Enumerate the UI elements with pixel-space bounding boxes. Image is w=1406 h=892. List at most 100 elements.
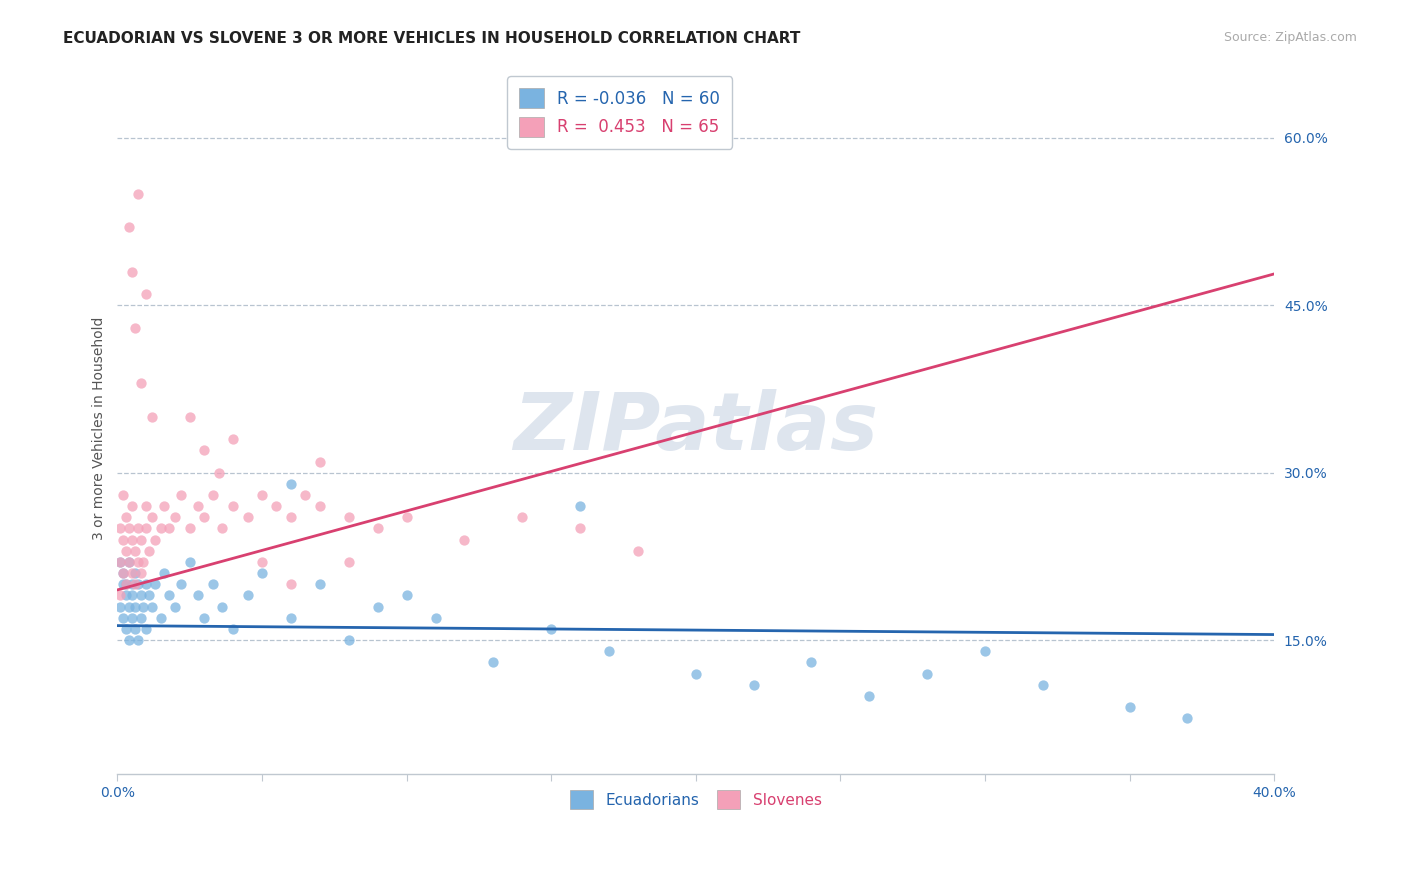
Point [179, 409, 201, 424]
Point [132, 555, 155, 569]
Point [124, 544, 146, 558]
Point [367, 599, 389, 614]
Point [222, 432, 245, 446]
Point [187, 499, 209, 513]
Point [118, 555, 141, 569]
Point [152, 499, 174, 513]
Point [127, 633, 149, 648]
Point [138, 544, 160, 558]
Point [179, 521, 201, 535]
Point [141, 599, 163, 614]
Point [540, 622, 562, 636]
Point [152, 566, 174, 581]
Point [110, 555, 132, 569]
Point [170, 488, 193, 502]
Text: ZIPatlas: ZIPatlas [513, 389, 879, 467]
Point [135, 577, 157, 591]
Point [110, 555, 132, 569]
Point [187, 589, 209, 603]
Point [129, 566, 152, 581]
Legend: Ecuadorians, Slovenes: Ecuadorians, Slovenes [564, 784, 828, 815]
Point [482, 656, 505, 670]
Point [627, 544, 650, 558]
Point [129, 611, 152, 625]
Point [165, 599, 187, 614]
Text: Source: ZipAtlas.com: Source: ZipAtlas.com [1223, 31, 1357, 45]
Point [112, 533, 135, 547]
Point [121, 577, 143, 591]
Point [236, 589, 259, 603]
Point [115, 544, 138, 558]
Point [250, 566, 273, 581]
Point [170, 577, 193, 591]
Point [112, 566, 135, 581]
Point [135, 499, 157, 513]
Point [127, 577, 149, 591]
Point [193, 510, 215, 524]
Point [141, 409, 163, 424]
Point [208, 466, 231, 480]
Point [124, 577, 146, 591]
Point [124, 599, 146, 614]
Point [1032, 678, 1054, 692]
Point [974, 644, 997, 658]
Point [110, 589, 132, 603]
Point [118, 521, 141, 535]
Point [201, 488, 224, 502]
Point [121, 566, 143, 581]
Point [112, 488, 135, 502]
Point [742, 678, 765, 692]
Point [193, 611, 215, 625]
Point [110, 521, 132, 535]
Point [308, 499, 330, 513]
Point [193, 443, 215, 458]
Point [266, 499, 288, 513]
Point [110, 599, 132, 614]
Point [800, 656, 823, 670]
Point [121, 499, 143, 513]
Point [112, 577, 135, 591]
Point [129, 376, 152, 391]
Point [115, 577, 138, 591]
Point [598, 644, 620, 658]
Point [124, 320, 146, 334]
Point [211, 599, 233, 614]
Text: ECUADORIAN VS SLOVENE 3 OR MORE VEHICLES IN HOUSEHOLD CORRELATION CHART: ECUADORIAN VS SLOVENE 3 OR MORE VEHICLES… [63, 31, 800, 46]
Point [308, 454, 330, 468]
Point [115, 622, 138, 636]
Point [165, 510, 187, 524]
Point [127, 555, 149, 569]
Point [118, 220, 141, 235]
Point [112, 611, 135, 625]
Point [569, 499, 592, 513]
Point [127, 186, 149, 201]
Point [201, 577, 224, 591]
Point [179, 555, 201, 569]
Point [118, 555, 141, 569]
Point [222, 622, 245, 636]
Point [425, 611, 447, 625]
Y-axis label: 3 or more Vehicles in Household: 3 or more Vehicles in Household [93, 317, 107, 540]
Point [337, 555, 360, 569]
Point [1177, 711, 1199, 725]
Point [135, 287, 157, 301]
Point [159, 521, 181, 535]
Point [129, 589, 152, 603]
Point [115, 589, 138, 603]
Point [149, 521, 172, 535]
Point [124, 566, 146, 581]
Point [1118, 700, 1140, 714]
Point [121, 533, 143, 547]
Point [127, 521, 149, 535]
Point [143, 533, 166, 547]
Point [280, 577, 302, 591]
Point [121, 611, 143, 625]
Point [129, 533, 152, 547]
Point [337, 633, 360, 648]
Point [118, 633, 141, 648]
Point [510, 510, 533, 524]
Point [159, 589, 181, 603]
Point [685, 666, 707, 681]
Point [236, 510, 259, 524]
Point [121, 265, 143, 279]
